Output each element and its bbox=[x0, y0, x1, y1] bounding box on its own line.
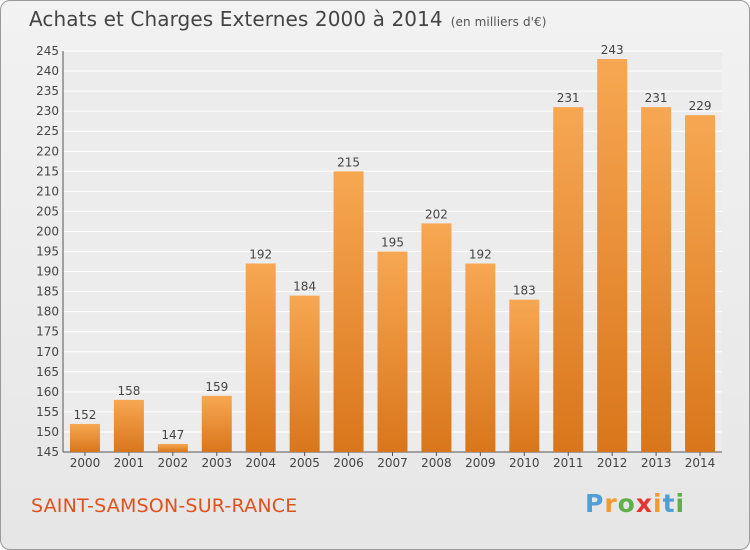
data-label-2001: 158 bbox=[117, 384, 140, 398]
bar-2012 bbox=[597, 59, 628, 453]
logo-letter: o bbox=[617, 489, 636, 518]
bar-2000 bbox=[69, 423, 100, 452]
y-tick-label: 205 bbox=[36, 204, 59, 218]
logo-letter: P bbox=[585, 489, 605, 518]
location-name: SAINT-SAMSON-SUR-RANCE bbox=[31, 495, 298, 517]
x-tick-label-2008: 2008 bbox=[421, 456, 452, 470]
bar-2011 bbox=[553, 107, 584, 452]
y-tick-label: 180 bbox=[36, 305, 59, 319]
data-label-2012: 243 bbox=[601, 43, 624, 57]
y-tick-label: 200 bbox=[36, 224, 59, 238]
logo-letter: r bbox=[604, 489, 618, 518]
x-tick-label-2004: 2004 bbox=[245, 456, 276, 470]
y-tick-label: 165 bbox=[36, 365, 59, 379]
x-tick-label-2003: 2003 bbox=[201, 456, 232, 470]
x-tick-label-2012: 2012 bbox=[597, 456, 628, 470]
x-tick-label-2009: 2009 bbox=[465, 456, 496, 470]
bar-2003 bbox=[201, 395, 232, 452]
data-label-2008: 202 bbox=[425, 207, 448, 221]
bar-2009 bbox=[465, 263, 496, 452]
chart-unit: (en milliers d'€) bbox=[450, 15, 547, 29]
y-tick-label: 190 bbox=[36, 265, 59, 279]
x-tick-label-2005: 2005 bbox=[289, 456, 320, 470]
bar-2001 bbox=[113, 399, 144, 452]
logo-letter: i bbox=[653, 489, 663, 518]
bar-2007 bbox=[377, 251, 408, 452]
data-label-2005: 184 bbox=[293, 280, 316, 294]
y-tick-label: 145 bbox=[36, 445, 59, 459]
y-tick-label: 185 bbox=[36, 285, 59, 299]
y-tick-label: 210 bbox=[36, 184, 59, 198]
y-tick-label: 155 bbox=[36, 405, 59, 419]
data-label-2003: 159 bbox=[205, 380, 228, 394]
x-tick-label-2014: 2014 bbox=[685, 456, 716, 470]
data-label-2010: 183 bbox=[513, 284, 536, 298]
y-tick-label: 195 bbox=[36, 245, 59, 259]
bar-2008 bbox=[421, 223, 452, 452]
data-label-2007: 195 bbox=[381, 236, 404, 250]
chart-title-text: Achats et Charges Externes 2000 à 2014 bbox=[29, 7, 443, 31]
y-tick-label: 230 bbox=[36, 104, 59, 118]
x-tick-label-2002: 2002 bbox=[158, 456, 189, 470]
y-tick-label: 160 bbox=[36, 385, 59, 399]
data-label-2000: 152 bbox=[74, 408, 97, 422]
y-tick-label: 220 bbox=[36, 144, 59, 158]
data-label-2006: 215 bbox=[337, 155, 360, 169]
y-tick-label: 215 bbox=[36, 164, 59, 178]
bar-2010 bbox=[509, 299, 540, 452]
x-tick-label-2011: 2011 bbox=[553, 456, 584, 470]
data-label-2002: 147 bbox=[161, 428, 184, 442]
y-tick-label: 170 bbox=[36, 345, 59, 359]
x-tick-label-2013: 2013 bbox=[641, 456, 672, 470]
x-tick-label-2010: 2010 bbox=[509, 456, 540, 470]
bar-2013 bbox=[641, 107, 672, 452]
y-tick-label: 225 bbox=[36, 124, 59, 138]
y-tick-label: 150 bbox=[36, 425, 59, 439]
logo-letter: x bbox=[635, 489, 653, 518]
data-label-2004: 192 bbox=[249, 248, 272, 262]
logo-letter: i bbox=[675, 489, 686, 518]
chart-title: Achats et Charges Externes 2000 à 2014 (e… bbox=[29, 7, 547, 31]
y-tick-label: 245 bbox=[36, 44, 59, 58]
bar-2006 bbox=[333, 171, 364, 453]
x-tick-label-2000: 2000 bbox=[70, 456, 101, 470]
data-label-2009: 192 bbox=[469, 248, 492, 262]
bar-2004 bbox=[245, 263, 276, 452]
y-tick-label: 240 bbox=[36, 64, 59, 78]
x-tick-label-2001: 2001 bbox=[114, 456, 145, 470]
bar-2002 bbox=[157, 443, 188, 452]
data-label-2014: 229 bbox=[689, 99, 712, 113]
y-tick-label: 235 bbox=[36, 84, 59, 98]
y-tick-label: 175 bbox=[36, 325, 59, 339]
data-label-2013: 231 bbox=[645, 91, 668, 105]
bar-2005 bbox=[289, 295, 320, 452]
x-tick-label-2006: 2006 bbox=[333, 456, 364, 470]
logo-letter: t bbox=[662, 489, 676, 518]
x-tick-label-2007: 2007 bbox=[377, 456, 408, 470]
data-label-2011: 231 bbox=[557, 91, 580, 105]
bar-2014 bbox=[685, 115, 716, 452]
proxiti-logo: Proxiti bbox=[585, 489, 685, 518]
